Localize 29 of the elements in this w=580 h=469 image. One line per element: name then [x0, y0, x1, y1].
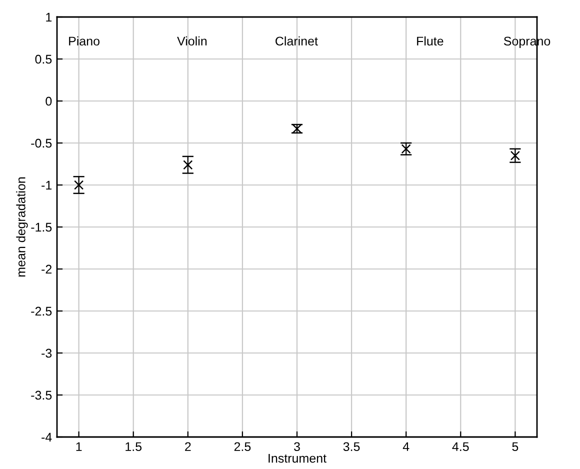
y-tick-label: -4 — [42, 432, 52, 442]
y-tick-label: -0.5 — [31, 138, 52, 148]
x-tick-label: 1.5 — [126, 442, 142, 452]
x-tick-label: 2.5 — [234, 442, 251, 452]
y-tick-label: -1 — [42, 180, 52, 190]
x-tick-label: 2 — [185, 442, 191, 451]
x-tick-label: 4.5 — [452, 442, 469, 452]
y-tick-label: 0.5 — [35, 54, 52, 64]
annotation: Clarinet — [276, 36, 318, 46]
annotation: Piano — [69, 36, 100, 46]
y-tick-label: 1 — [46, 12, 52, 22]
y-tick-label: -1.5 — [31, 222, 52, 232]
x-tick-label: 4 — [402, 442, 410, 451]
point — [183, 160, 193, 170]
y-tick-label: -2.5 — [31, 306, 52, 316]
y-axis-title: mean degradation — [16, 177, 28, 277]
x-tick-label: 5 — [512, 442, 518, 452]
y-tick-label: -3.5 — [31, 390, 52, 400]
x-axis-title: Instrument — [268, 454, 326, 463]
x-tick-label: 3 — [294, 442, 300, 452]
annotation: Flute — [417, 36, 444, 46]
y-tick-label: -3 — [42, 348, 52, 358]
x-tick-label: 1 — [76, 442, 82, 451]
point — [510, 150, 520, 160]
y-tick-label: 0 — [46, 96, 52, 106]
y-tick-label: -2 — [42, 264, 52, 274]
point — [74, 180, 84, 190]
x-tick-label: 3.5 — [343, 442, 360, 452]
annotation: Violin — [177, 36, 207, 46]
